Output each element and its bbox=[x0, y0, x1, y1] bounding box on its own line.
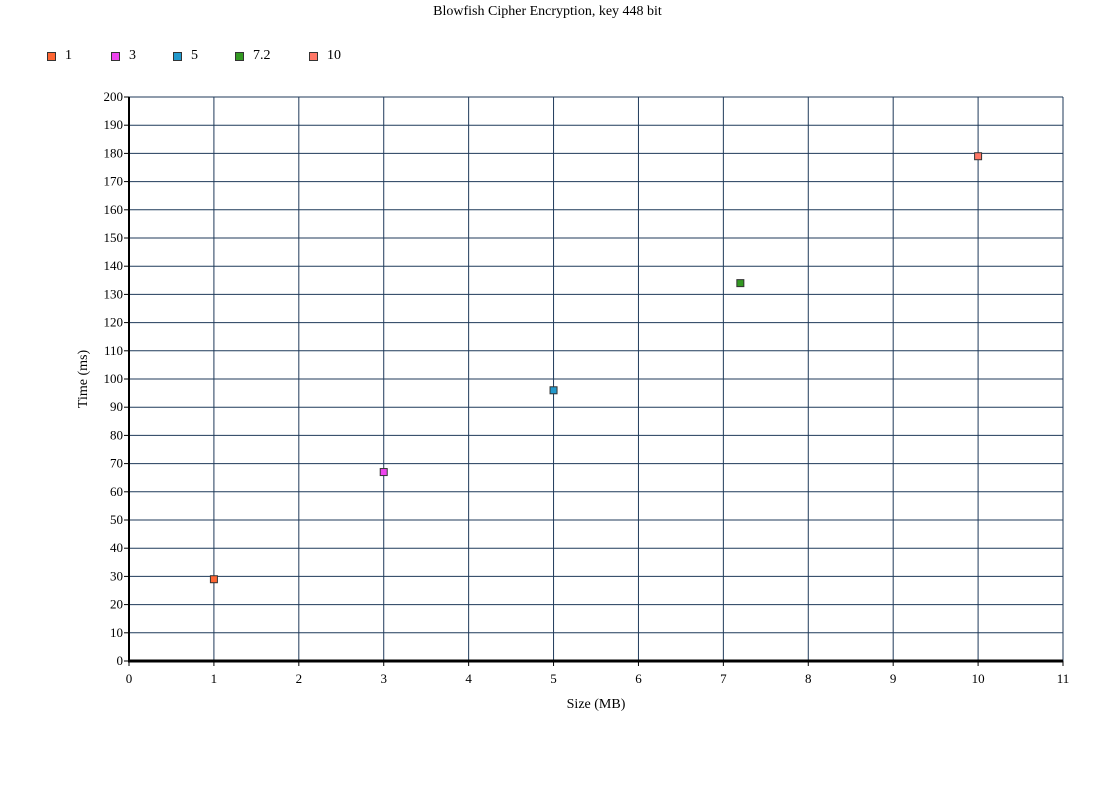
x-tick-label: 11 bbox=[1057, 671, 1070, 686]
data-point bbox=[379, 468, 388, 477]
legend-label: 5 bbox=[191, 48, 198, 63]
y-tick-label: 50 bbox=[110, 512, 123, 527]
y-tick-label: 140 bbox=[104, 258, 124, 273]
y-tick-label: 120 bbox=[104, 315, 124, 330]
data-point bbox=[549, 386, 558, 395]
y-tick-label: 160 bbox=[104, 202, 124, 217]
x-tick-label: 8 bbox=[805, 671, 812, 686]
ticks: 0102030405060708090100110120130140150160… bbox=[104, 89, 1070, 686]
y-axis-title: Time (ms) bbox=[76, 350, 91, 409]
y-tick-label: 200 bbox=[104, 89, 124, 104]
y-tick-label: 100 bbox=[104, 371, 124, 386]
y-tick-label: 190 bbox=[104, 117, 124, 132]
x-tick-label: 6 bbox=[635, 671, 642, 686]
x-tick-label: 7 bbox=[720, 671, 727, 686]
x-tick-label: 0 bbox=[126, 671, 133, 686]
y-tick-label: 90 bbox=[110, 399, 123, 414]
y-tick-label: 60 bbox=[110, 484, 123, 499]
y-tick-label: 30 bbox=[110, 568, 123, 583]
x-axis-title: Size (MB) bbox=[567, 697, 626, 712]
x-tick-label: 10 bbox=[972, 671, 985, 686]
legend-swatch bbox=[111, 52, 120, 61]
x-tick-label: 1 bbox=[211, 671, 218, 686]
legend-swatch bbox=[309, 52, 318, 61]
x-tick-label: 4 bbox=[465, 671, 472, 686]
data-point bbox=[974, 152, 983, 161]
x-tick-label: 3 bbox=[380, 671, 387, 686]
y-tick-label: 110 bbox=[104, 343, 123, 358]
y-tick-label: 10 bbox=[110, 625, 123, 640]
legend-label: 1 bbox=[65, 48, 72, 63]
legend-label: 7.2 bbox=[253, 48, 271, 63]
y-tick-label: 70 bbox=[110, 456, 123, 471]
x-tick-label: 9 bbox=[890, 671, 897, 686]
y-tick-label: 150 bbox=[104, 230, 124, 245]
grid bbox=[129, 96, 1064, 661]
y-tick-label: 80 bbox=[110, 427, 123, 442]
data-point bbox=[736, 279, 745, 288]
legend-swatch bbox=[235, 52, 244, 61]
points bbox=[209, 152, 983, 584]
x-tick-label: 5 bbox=[550, 671, 557, 686]
legend-swatch bbox=[47, 52, 56, 61]
y-tick-label: 130 bbox=[104, 286, 124, 301]
y-tick-label: 40 bbox=[110, 540, 123, 555]
chart-title: Blowfish Cipher Encryption, key 448 bit bbox=[433, 4, 662, 19]
data-point bbox=[209, 575, 218, 584]
y-tick-label: 170 bbox=[104, 174, 124, 189]
y-tick-label: 180 bbox=[104, 145, 124, 160]
y-tick-label: 20 bbox=[110, 597, 123, 612]
legend-label: 10 bbox=[327, 48, 341, 63]
legend-swatch bbox=[173, 52, 182, 61]
x-tick-label: 2 bbox=[296, 671, 303, 686]
y-tick-label: 0 bbox=[117, 653, 124, 668]
legend-label: 3 bbox=[129, 48, 136, 63]
